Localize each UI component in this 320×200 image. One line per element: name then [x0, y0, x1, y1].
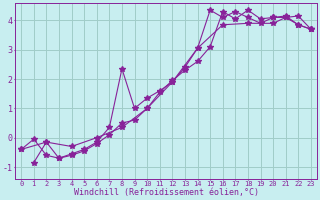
X-axis label: Windchill (Refroidissement éolien,°C): Windchill (Refroidissement éolien,°C): [74, 188, 259, 197]
